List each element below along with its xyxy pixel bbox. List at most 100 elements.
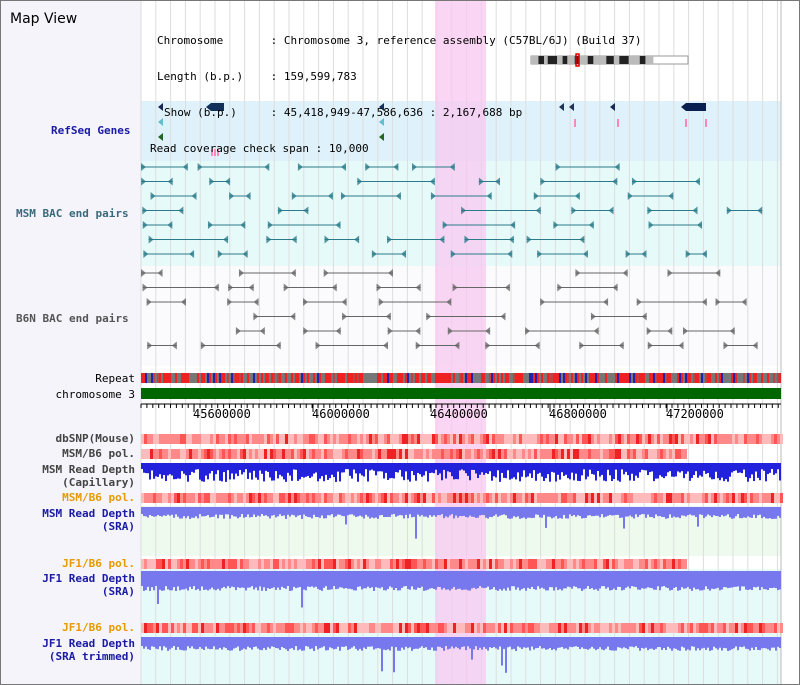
- polymorphism-cell: [216, 449, 219, 459]
- track-label-msm-b6-pol-2[interactable]: MSM/B6 pol.: [62, 491, 135, 504]
- polymorphism-cell: [651, 434, 654, 444]
- repeat-segment: [283, 373, 285, 383]
- polymorphism-cell: [648, 449, 651, 459]
- depth-bar: [233, 507, 235, 517]
- polymorphism-cell: [675, 434, 678, 444]
- depth-bar: [397, 463, 399, 473]
- repeat-segment: [293, 373, 295, 383]
- track-label-refseq-genes[interactable]: RefSeq Genes: [51, 124, 131, 137]
- polymorphism-cell: [594, 559, 597, 569]
- polymorphism-cell: [363, 623, 366, 633]
- polymorphism-cell: [615, 493, 618, 503]
- repeat-segment: [289, 373, 291, 383]
- depth-bar: [219, 571, 221, 591]
- polymorphism-cell: [210, 449, 213, 459]
- polymorphism-cell: [600, 559, 603, 569]
- polymorphism-cell: [483, 493, 486, 503]
- polymorphism-cell: [726, 623, 729, 633]
- repeat-segment: [337, 373, 339, 383]
- polymorphism-cell: [645, 434, 648, 444]
- polymorphism-cell: [600, 449, 603, 459]
- depth-bar: [309, 637, 311, 649]
- depth-bar: [599, 637, 601, 648]
- track-label-jf1-depth-sra[interactable]: JF1 Read Depth: [42, 572, 135, 585]
- polymorphism-cell: [294, 434, 297, 444]
- repeat-segment: [201, 373, 203, 383]
- polymorphism-cell: [378, 559, 381, 569]
- depth-bar: [617, 637, 619, 648]
- bac-end: [694, 177, 700, 186]
- polymorphism-cell: [447, 493, 450, 503]
- depth-bar: [365, 507, 367, 515]
- depth-bar: [579, 571, 581, 589]
- depth-bar: [529, 507, 531, 518]
- depth-bar: [733, 571, 735, 587]
- depth-bar: [463, 637, 465, 647]
- depth-bar: [755, 463, 757, 472]
- track-label-msm-b6-pol-1[interactable]: MSM/B6 pol.: [62, 447, 135, 460]
- track-label-jf1-b6-pol-2[interactable]: JF1/B6 pol.: [62, 621, 135, 634]
- depth-bar: [241, 637, 243, 650]
- depth-bar: [729, 637, 731, 651]
- track-label-jf1-b6-pol-1[interactable]: JF1/B6 pol.: [62, 557, 135, 570]
- polymorphism-cell: [435, 559, 438, 569]
- depth-bar: [515, 463, 517, 480]
- repeat-segment: [537, 373, 539, 383]
- depth-bar: [605, 637, 607, 649]
- polymorphism-cell: [576, 493, 579, 503]
- ideogram-band: [567, 56, 576, 64]
- depth-bar: [247, 507, 249, 515]
- gene-arrow: [379, 118, 384, 126]
- depth-bar: [319, 571, 321, 590]
- polymorphism-cell: [663, 559, 666, 569]
- track-label-msm-depth-capillary[interactable]: MSM Read Depth: [42, 463, 135, 476]
- polymorphism-cell: [483, 449, 486, 459]
- track-label-dbsnp[interactable]: dbSNP(Mouse): [55, 432, 135, 445]
- track-label-jf1-depth-trimmed[interactable]: JF1 Read Depth: [42, 637, 135, 650]
- polymorphism-cell: [324, 434, 327, 444]
- track-label-msm-bac[interactable]: MSM BAC end pairs: [16, 207, 129, 220]
- depth-bar: [591, 571, 593, 589]
- depth-bar: [417, 637, 419, 649]
- depth-bar: [731, 637, 733, 650]
- depth-bar: [285, 507, 287, 519]
- bac-end: [387, 235, 393, 244]
- polymorphism-cell: [645, 559, 648, 569]
- depth-bar: [255, 571, 257, 588]
- depth-bar: [549, 571, 551, 588]
- repeat-segment: [311, 373, 313, 383]
- polymorphism-cell: [498, 449, 501, 459]
- depth-bar: [635, 571, 637, 588]
- depth-bar: [535, 637, 537, 649]
- depth-bar: [553, 463, 555, 473]
- polymorphism-cell: [246, 623, 249, 633]
- repeat-segment: [645, 373, 647, 383]
- polymorphism-cell: [468, 434, 471, 444]
- depth-bar: [643, 507, 645, 515]
- polymorphism-cell: [417, 449, 420, 459]
- polymorphism-cell: [201, 493, 204, 503]
- polymorphism-cell: [627, 559, 630, 569]
- depth-bar: [185, 637, 187, 651]
- depth-bar: [641, 637, 643, 648]
- bac-end: [510, 221, 516, 229]
- polymorphism-cell: [516, 623, 519, 633]
- polymorphism-cell: [315, 559, 318, 569]
- depth-bar: [299, 507, 301, 516]
- depth-bar: [341, 507, 343, 516]
- polymorphism-cell: [453, 493, 456, 503]
- polymorphism-cell: [285, 623, 288, 633]
- depth-bar: [729, 571, 731, 588]
- depth-bar: [253, 463, 255, 471]
- depth-bar: [517, 637, 519, 647]
- track-label-b6n-bac[interactable]: B6N BAC end pairs: [16, 312, 129, 325]
- depth-bar: [613, 507, 615, 516]
- depth-bar: [595, 463, 597, 481]
- depth-bar: [417, 571, 419, 588]
- repeat-segment: [671, 373, 673, 383]
- depth-bar: [307, 571, 309, 587]
- polymorphism-cell: [264, 434, 267, 444]
- track-label-msm-depth-sra[interactable]: MSM Read Depth: [42, 507, 135, 520]
- polymorphism-cell: [258, 434, 261, 444]
